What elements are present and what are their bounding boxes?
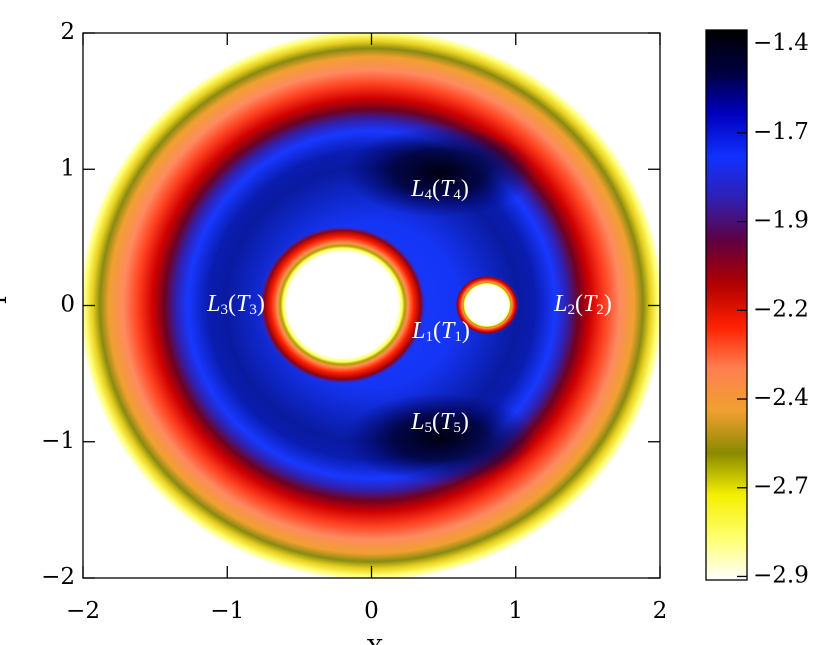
colorbar-tick-label: −2.4 <box>753 385 809 411</box>
y-axis-label: Y <box>0 292 12 309</box>
annotation: L5(T5) <box>410 409 469 437</box>
primary-mass <box>258 225 427 385</box>
colorbar-tick-label: −2.7 <box>753 474 809 500</box>
x-tick-label: 2 <box>653 598 668 624</box>
y-tick-label: −2 <box>41 564 75 590</box>
y-tick-label: 2 <box>60 19 75 45</box>
x-axis-label: X <box>367 636 384 645</box>
annotation: L4(T4) <box>410 176 469 204</box>
x-tick-label: −1 <box>210 598 244 624</box>
annotation: L1(T1) <box>411 318 470 346</box>
x-tick-label: 0 <box>364 598 379 624</box>
annotation: L2(T2) <box>553 291 612 319</box>
colorbar-tick-label: −1.4 <box>753 30 809 56</box>
colorbar-tick-label: −1.9 <box>753 208 809 234</box>
annotation: P <box>483 291 499 317</box>
annotation: L3(T3) <box>206 291 265 319</box>
field <box>83 33 660 578</box>
x-tick-label: 1 <box>508 598 523 624</box>
colorbar-tick-label: −1.7 <box>753 119 809 145</box>
y-tick-label: 1 <box>60 155 75 181</box>
annotation: S <box>339 291 351 317</box>
colorbar-tick-label: −2.9 <box>753 562 809 588</box>
y-tick-label: −1 <box>41 428 75 454</box>
colorbar <box>705 29 748 581</box>
dark-region <box>345 393 535 483</box>
x-tick-label: −2 <box>66 598 100 624</box>
y-tick-label: 0 <box>60 292 75 318</box>
secondary-mass <box>455 275 519 335</box>
colorbar-tick-label: −2.2 <box>753 296 809 322</box>
dark-region <box>345 127 535 217</box>
